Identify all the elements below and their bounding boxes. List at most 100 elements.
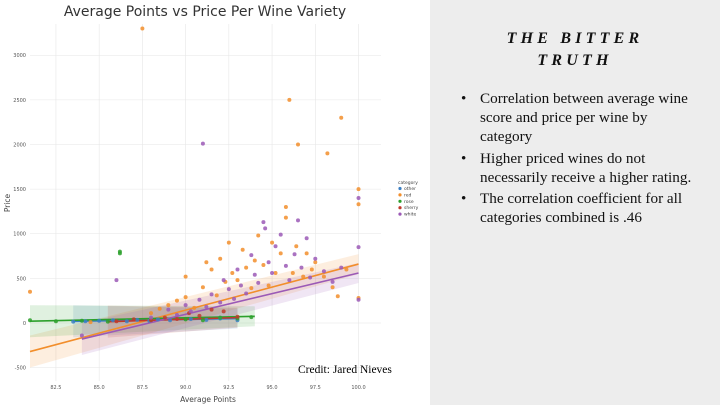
point-white [249, 253, 254, 258]
chart-panel: 82.5 85.0 87.5 90.0 92.5 95.0 97.5 100.0 -500 0 50… [3, 4, 419, 404]
legend-label-red: red [404, 192, 412, 198]
point-white [235, 267, 240, 272]
point-white [183, 303, 188, 308]
point-white [252, 272, 257, 277]
credit-text: Credit: Jared Nieves [298, 364, 392, 376]
point-other [124, 319, 129, 324]
point-red [192, 305, 197, 310]
point-white [261, 220, 266, 225]
point-red [235, 278, 240, 283]
point-red [266, 283, 271, 288]
trend-lines [29, 254, 359, 368]
y-axis-label: Price [3, 193, 12, 212]
bullet-item: • Higher priced wines do not necessarily… [460, 149, 692, 187]
trend-line-sherry [107, 316, 238, 323]
point-red [204, 260, 209, 265]
point-red [283, 215, 288, 220]
point-red [296, 142, 301, 147]
legend-label-sherry: sherry [404, 205, 419, 211]
point-white [238, 283, 243, 288]
point-white [244, 291, 249, 296]
grid-lines [30, 24, 381, 381]
point-red [149, 311, 154, 316]
point-white [304, 236, 309, 241]
point-white [339, 265, 344, 270]
point-red [252, 258, 257, 263]
legend-marker-red [398, 193, 402, 197]
point-other [97, 318, 102, 323]
y-tick-label: 0 [23, 321, 26, 327]
point-red [218, 256, 223, 261]
point-red [249, 286, 254, 291]
point-red [88, 320, 93, 325]
point-red [304, 251, 309, 256]
x-tick-label: 85.0 [94, 385, 105, 391]
slide-title: THE BITTER TRUTH [455, 28, 695, 72]
text-panel [430, 0, 720, 405]
point-other [135, 317, 140, 322]
bullet-text: Correlation between average wine score a… [480, 90, 688, 146]
point-white [197, 297, 202, 302]
point-white [356, 297, 361, 302]
legend-label-rose: rose [404, 199, 414, 205]
point-red [240, 247, 245, 252]
y-tick-label: 1500 [13, 187, 26, 193]
point-red [226, 240, 231, 245]
point-red [214, 293, 219, 298]
point-rose [28, 318, 32, 323]
point-other [155, 317, 160, 322]
point-red [270, 240, 275, 245]
point-white [79, 333, 84, 338]
point-other [188, 316, 193, 321]
point-white [283, 263, 288, 268]
legend-marker-other [398, 186, 402, 191]
point-red [157, 306, 162, 311]
bullet-list: • Correlation between average wine score… [460, 89, 692, 229]
point-white [114, 278, 119, 283]
legend-marker-sherry [398, 206, 402, 210]
point-white [218, 300, 223, 305]
point-sherry [221, 309, 226, 314]
data-points [28, 26, 361, 338]
point-sherry [174, 316, 179, 321]
point-red [230, 271, 235, 276]
point-rose [183, 317, 188, 322]
point-red [287, 97, 292, 102]
point-white [321, 269, 326, 274]
point-red [28, 289, 32, 294]
point-other [110, 318, 115, 323]
confidence-band-sherry [107, 305, 238, 338]
point-white [263, 226, 268, 231]
point-red [294, 244, 299, 249]
y-tick-label: 1000 [13, 232, 26, 238]
point-other [168, 318, 173, 323]
chart-title: Average Points vs Price Per Wine Variety [64, 4, 346, 20]
point-red [183, 274, 188, 279]
point-rose [200, 318, 205, 323]
point-rose [105, 319, 110, 324]
point-white [166, 307, 171, 312]
point-other [204, 317, 209, 322]
point-white [270, 271, 275, 276]
point-white [232, 296, 237, 301]
point-white [209, 292, 214, 297]
y-tick-label: 500 [16, 276, 26, 282]
point-white [299, 265, 304, 270]
point-white [278, 232, 283, 237]
point-red [183, 295, 188, 300]
trend-line-rose [29, 315, 255, 323]
point-sherry [235, 314, 240, 319]
point-red [166, 303, 171, 308]
point-sherry [197, 313, 202, 318]
point-red [209, 267, 214, 272]
y-tick-label: 2500 [13, 98, 26, 104]
point-red [283, 204, 288, 209]
point-red [330, 285, 335, 290]
point-white [308, 275, 313, 280]
x-tick-label: 100.0 [351, 385, 365, 391]
bullet-marker: • [461, 90, 467, 107]
point-white [256, 280, 261, 285]
point-red [273, 271, 278, 276]
bullet-item: • Correlation between average wine score… [460, 89, 692, 147]
